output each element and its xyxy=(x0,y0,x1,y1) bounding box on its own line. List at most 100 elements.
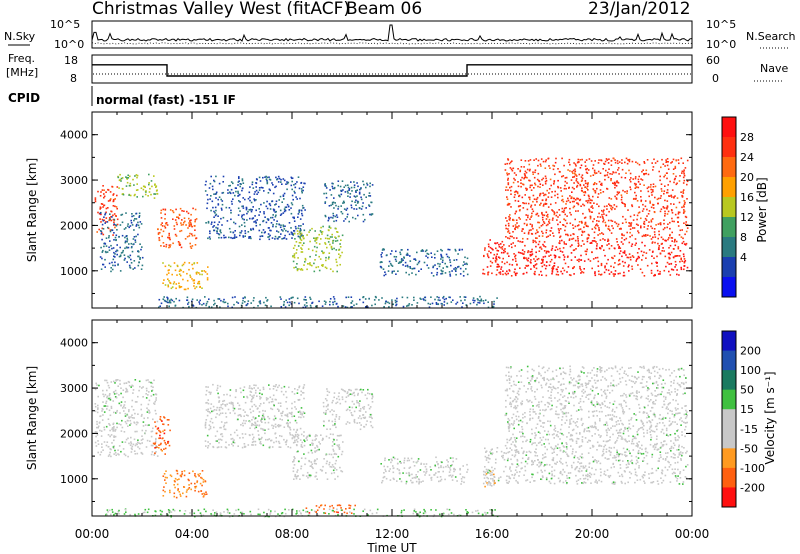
heatmap-cell xyxy=(212,188,214,191)
heatmap-cell xyxy=(120,392,122,395)
heatmap-cell xyxy=(280,387,283,389)
heatmap-cell xyxy=(340,190,343,192)
heatmap-cell xyxy=(263,515,266,518)
heatmap-cell xyxy=(580,176,583,178)
heatmap-cell xyxy=(514,199,517,202)
heatmap-cell xyxy=(592,174,595,176)
heatmap-cell xyxy=(616,193,618,196)
heatmap-cell xyxy=(506,261,508,264)
heatmap-cell xyxy=(288,426,291,428)
heatmap-cell xyxy=(584,222,587,224)
heatmap-cell xyxy=(220,198,222,201)
heatmap-cell xyxy=(143,417,145,420)
heatmap-cell xyxy=(494,259,497,262)
heatmap-cell xyxy=(607,269,610,272)
heatmap-cell xyxy=(304,261,306,263)
heatmap-cell xyxy=(622,189,624,192)
heatmap-cell xyxy=(132,385,134,387)
heatmap-cell xyxy=(269,229,271,232)
heatmap-cell xyxy=(282,225,285,228)
heatmap-cell xyxy=(653,274,655,277)
heatmap-cell xyxy=(341,212,344,215)
heatmap-cell xyxy=(644,205,647,208)
heatmap-cell xyxy=(335,240,337,242)
heatmap-cell xyxy=(589,202,592,204)
heatmap-cell xyxy=(303,412,306,414)
heatmap-cell xyxy=(373,299,376,301)
heatmap-cell xyxy=(658,170,660,173)
heatmap-cell xyxy=(268,384,270,386)
heatmap-cell xyxy=(381,261,383,263)
heatmap-cell xyxy=(336,216,339,218)
heatmap-cell xyxy=(248,434,251,436)
heatmap-cell xyxy=(343,201,345,204)
heatmap-cell xyxy=(629,186,631,188)
cpid-text: normal (fast) -151 IF xyxy=(96,93,236,107)
heatmap-cell xyxy=(285,441,288,443)
heatmap-cell xyxy=(292,461,294,463)
heatmap-cell xyxy=(218,441,220,444)
heatmap-cell xyxy=(248,209,251,211)
heatmap-cell xyxy=(151,390,153,392)
heatmap-cell xyxy=(125,246,128,248)
heatmap-cell xyxy=(233,221,235,224)
heatmap-cell xyxy=(336,508,338,511)
heatmap-cell xyxy=(220,207,223,210)
heatmap-cell xyxy=(359,298,361,301)
heatmap-cell xyxy=(578,258,580,261)
heatmap-cell xyxy=(362,301,365,304)
heatmap-cell xyxy=(195,273,198,275)
heatmap-cell xyxy=(190,488,192,491)
heatmap-cell xyxy=(526,176,528,179)
heatmap-cell xyxy=(651,241,654,243)
heatmap-cell xyxy=(624,161,626,164)
heatmap-cell xyxy=(637,230,639,232)
heatmap-cell xyxy=(335,469,338,471)
heatmap-cell xyxy=(395,303,398,306)
heatmap-cell xyxy=(560,190,562,192)
heatmap-cell xyxy=(392,465,394,467)
heatmap-cell xyxy=(207,402,210,405)
heatmap-cell xyxy=(130,386,132,388)
heatmap-cell xyxy=(133,438,136,441)
heatmap-cell xyxy=(568,239,571,241)
heatmap-cell xyxy=(338,194,340,197)
cpid-label: CPID xyxy=(8,91,40,105)
heatmap-cell xyxy=(589,260,592,262)
heatmap-cell xyxy=(282,237,285,240)
heatmap-cell xyxy=(556,268,558,271)
heatmap-cell xyxy=(193,234,196,237)
heatmap-cell xyxy=(332,441,334,443)
heatmap-cell xyxy=(599,247,602,250)
heatmap-cell xyxy=(498,271,500,274)
heatmap-cell xyxy=(644,200,647,202)
heatmap-cell xyxy=(523,176,526,179)
heatmap-cell xyxy=(573,176,576,178)
heatmap-cell xyxy=(291,391,294,393)
heatmap-cell xyxy=(584,216,587,219)
heatmap-cell xyxy=(516,222,518,224)
heatmap-cell xyxy=(487,301,489,303)
heatmap-cell xyxy=(266,179,268,182)
heatmap-cell xyxy=(258,229,261,232)
heatmap-cell xyxy=(169,474,172,476)
heatmap-cell xyxy=(287,181,290,184)
heatmap-cell xyxy=(650,188,652,191)
heatmap-cell xyxy=(549,167,551,169)
heatmap-cell xyxy=(295,476,298,478)
heatmap-cell xyxy=(270,439,272,442)
heatmap-cell xyxy=(545,236,548,238)
heatmap-cell xyxy=(257,430,259,432)
heatmap-cell xyxy=(336,397,338,400)
heatmap-cell xyxy=(169,265,172,268)
heatmap-cell xyxy=(141,264,144,267)
heatmap-cell xyxy=(301,204,304,207)
heatmap-cell xyxy=(104,222,106,224)
heatmap-cell xyxy=(575,173,577,176)
heatmap-cell xyxy=(516,192,519,195)
heatmap-cell xyxy=(600,273,603,276)
heatmap-cell xyxy=(295,227,297,230)
heatmap-cell xyxy=(581,174,584,176)
heatmap-cell xyxy=(355,204,357,206)
heatmap-cell xyxy=(437,262,439,265)
